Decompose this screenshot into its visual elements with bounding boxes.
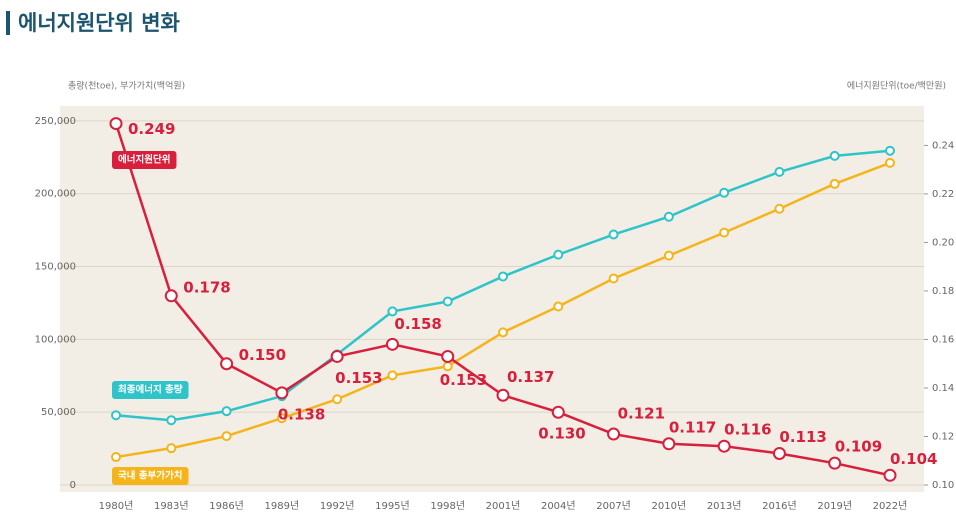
data-label: 0.178: [183, 278, 230, 296]
chart-title: 에너지원단위 변화: [18, 11, 181, 35]
data-label: 0.150: [239, 346, 286, 364]
data-point: [111, 452, 121, 463]
data-point: [332, 394, 343, 405]
y-tick-label: 250,000: [35, 116, 76, 127]
data-point: [829, 150, 840, 161]
data-point: [220, 357, 234, 371]
data-point: [109, 117, 123, 131]
x-tick-label: 1989년: [265, 500, 300, 512]
y2-tick-label: 0.22: [932, 189, 954, 200]
y2-axis-label: 에너지원단위(toe/백만원): [847, 81, 946, 92]
data-label: 0.109: [835, 438, 882, 456]
data-point: [111, 410, 121, 421]
data-point: [608, 273, 619, 284]
legend-box: [112, 467, 189, 485]
x-tick-label: 1998년: [430, 500, 465, 512]
data-point: [385, 337, 399, 351]
data-point: [275, 386, 289, 400]
y2-tick-label: 0.12: [932, 431, 954, 442]
y-tick-label: 0: [70, 480, 76, 491]
y2-tick-label: 0.20: [932, 237, 954, 248]
x-tick-label: 2004년: [541, 500, 576, 512]
x-tick-label: 1992년: [320, 500, 355, 512]
x-tick-label: 1980년: [99, 500, 134, 512]
data-point: [551, 405, 565, 419]
data-point: [774, 166, 785, 177]
legend-box: [112, 381, 189, 399]
y-tick-label: 100,000: [35, 334, 76, 345]
data-point: [774, 203, 785, 214]
data-point: [883, 468, 897, 482]
x-tick-label: 2013년: [707, 500, 742, 512]
data-label: 0.121: [618, 405, 665, 423]
data-point: [441, 349, 455, 363]
x-tick-label: 2010년: [652, 500, 687, 512]
x-tick-label: 2001년: [486, 500, 521, 512]
y-tick-label: 50,000: [41, 407, 76, 418]
data-point: [663, 211, 674, 222]
x-tick-label: 2022년: [873, 500, 908, 512]
data-point: [829, 178, 840, 189]
y2-tick-label: 0.14: [932, 383, 954, 394]
data-point: [719, 187, 730, 198]
title-bar: [6, 11, 10, 35]
x-tick-label: 2016년: [762, 500, 797, 512]
data-point: [496, 388, 510, 402]
data-point: [662, 437, 676, 451]
y-tick-label: 150,000: [35, 262, 76, 273]
data-point: [608, 229, 619, 240]
data-point: [221, 431, 232, 442]
y2-tick-label: 0.10: [932, 480, 954, 491]
data-point: [442, 361, 453, 372]
x-tick-label: 1983년: [154, 500, 189, 512]
y2-tick-label: 0.24: [932, 140, 954, 151]
data-label: 0.153: [440, 371, 487, 389]
x-tick-label: 2007년: [596, 500, 631, 512]
data-point: [387, 306, 398, 317]
data-point: [221, 406, 232, 417]
legend-label: 최종에너지 총량: [118, 384, 183, 396]
data-label: 0.153: [335, 369, 382, 387]
y-tick-label: 200,000: [35, 189, 76, 200]
data-label: 0.137: [507, 368, 554, 386]
data-point: [387, 370, 398, 381]
y-axis-label: 총량(천toe), 부가가치(백억원): [68, 80, 185, 92]
data-label: 0.113: [779, 428, 826, 446]
legend-label: 에너지원단위: [118, 154, 170, 166]
data-label: 0.104: [890, 450, 937, 468]
data-label: 0.138: [278, 405, 325, 423]
legend-label: 국내 총부가가치: [118, 470, 183, 482]
data-label: 0.158: [394, 315, 441, 333]
data-point: [553, 301, 564, 312]
y2-tick-label: 0.16: [932, 334, 954, 345]
data-point: [276, 413, 287, 424]
data-point: [607, 427, 621, 441]
data-point: [442, 296, 453, 307]
data-point: [828, 456, 842, 470]
data-label: 0.116: [724, 421, 771, 439]
data-point: [498, 327, 508, 338]
data-point: [885, 145, 895, 156]
data-label: 0.117: [669, 418, 716, 436]
x-tick-label: 2019년: [817, 500, 852, 512]
data-point: [717, 439, 731, 453]
data-point: [164, 289, 178, 303]
data-point: [553, 249, 564, 260]
x-tick-label: 1986년: [209, 500, 244, 512]
data-point: [885, 157, 895, 168]
data-point: [719, 227, 730, 238]
x-tick-label: 1995년: [375, 500, 410, 512]
data-point: [772, 446, 786, 460]
data-label: 0.249: [128, 120, 175, 138]
legend-box: [112, 151, 177, 169]
data-point: [498, 271, 508, 282]
y2-tick-label: 0.18: [932, 286, 954, 297]
data-point: [166, 415, 177, 426]
data-point: [166, 443, 177, 454]
data-point: [663, 250, 674, 261]
data-point: [330, 349, 344, 363]
data-label: 0.130: [538, 425, 585, 443]
